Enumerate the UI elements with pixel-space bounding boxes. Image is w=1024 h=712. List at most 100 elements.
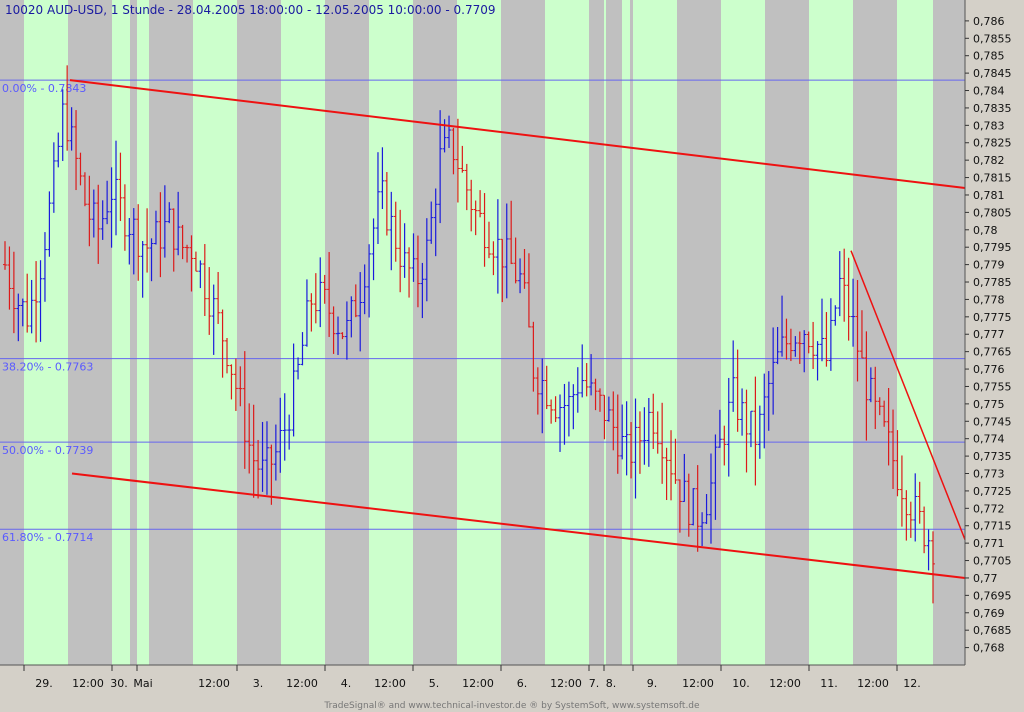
time-axis[interactable]: 29. 12:00 30. Mai 12:00 3. 12:00 4. 12:00 5. 12:00…: [0, 664, 965, 690]
price-bar: [415, 235, 420, 308]
time-tick-label: 30.: [110, 677, 128, 690]
time-tick-label: 8.: [606, 677, 617, 690]
price-bar: [7, 246, 12, 310]
price-tick-label: 0,781: [973, 189, 1005, 202]
price-tick-label: 0,771: [973, 537, 1005, 550]
price-bar: [96, 184, 101, 264]
price-tick-label: 0,775: [973, 398, 1005, 411]
price-bar: [731, 340, 736, 412]
price-bar: [149, 238, 154, 282]
price-bar: [837, 251, 842, 317]
price-bar: [264, 421, 269, 495]
price-tick-label: 0,774: [973, 433, 1005, 446]
price-bar: [402, 223, 407, 278]
session-band: [545, 0, 589, 665]
price-bar: [229, 364, 234, 400]
price-bar: [691, 488, 696, 526]
price-bar: [340, 332, 345, 340]
price-bar: [469, 179, 474, 232]
price-bar: [549, 399, 554, 424]
price-bar: [726, 377, 731, 477]
price-bar: [140, 241, 145, 298]
price-bar: [11, 251, 16, 334]
price-bar: [429, 201, 434, 244]
price-tick-label: 0,778: [973, 293, 1005, 306]
price-bar: [127, 218, 132, 265]
price-bar: [56, 132, 61, 168]
price-bar: [868, 367, 873, 403]
price-bar: [509, 200, 514, 265]
price-bar: [47, 191, 52, 257]
time-tick-label: 7.: [589, 677, 600, 690]
price-bar: [482, 193, 487, 267]
price-bar: [811, 321, 816, 369]
fib-level-label: 38.20% - 0.7763: [2, 361, 93, 374]
price-bar: [882, 400, 887, 427]
price-bar: [438, 110, 443, 224]
price-bar: [522, 249, 527, 289]
price-tick-label: 0,7695: [973, 589, 1012, 602]
price-bar: [575, 367, 580, 413]
price-tick-label: 0,7685: [973, 624, 1012, 637]
fibonacci-lines: 0.00% - 0.7843 38.20% - 0.7763 50.00% - 0.…: [0, 79, 965, 544]
price-bar: [753, 376, 758, 486]
price-tick-label: 0,7835: [973, 102, 1012, 115]
price-tick-label: 0,7845: [973, 67, 1012, 80]
price-bars: [3, 65, 935, 604]
price-bar: [562, 383, 567, 445]
price-bar: [91, 189, 96, 238]
price-bar: [29, 279, 34, 334]
price-bar: [455, 118, 460, 203]
fib-level-label: 50.00% - 0.7739: [2, 444, 93, 457]
time-tick-label: 10.: [732, 677, 750, 690]
price-bar: [606, 396, 611, 422]
price-bar: [535, 367, 540, 415]
price-bar: [433, 188, 438, 257]
price-tick-label: 0,7805: [973, 206, 1012, 219]
price-tick-label: 0,772: [973, 502, 1005, 515]
price-bar: [451, 127, 456, 175]
time-tick-label: Mai: [133, 677, 152, 690]
price-bar: [193, 251, 198, 272]
price-bar: [788, 328, 793, 362]
price-bar: [38, 260, 43, 342]
session-bands: [0, 0, 965, 665]
time-tick-label: 6.: [517, 677, 528, 690]
price-bar: [722, 425, 727, 466]
session-band: [369, 0, 413, 665]
price-tick-label: 0,786: [973, 15, 1005, 28]
chart-title: 10020 AUD-USD, 1 Stunde - 28.04.2005 18:…: [5, 3, 496, 17]
time-tick-label: 11.: [820, 677, 838, 690]
time-tick-label: 5.: [429, 677, 440, 690]
price-bar: [145, 208, 150, 273]
price-bar: [580, 344, 585, 398]
price-tick-label: 0,773: [973, 468, 1005, 481]
title-group: 10020 AUD-USD, 1 Stunde - 28.04.2005 18:…: [5, 3, 496, 17]
price-bar: [158, 192, 163, 278]
price-bar: [65, 65, 70, 151]
price-bar: [309, 293, 314, 332]
price-bar: [926, 529, 931, 571]
price-axis[interactable]: 0,786 0,7855 0,785 0,7845 0,784 0,7835 0,783 0,…: [964, 0, 1012, 665]
price-bar: [313, 273, 318, 324]
price-bar: [846, 257, 851, 341]
price-bar: [629, 422, 634, 479]
price-bar: [336, 316, 341, 355]
price-bar: [780, 295, 785, 357]
price-bar: [891, 409, 896, 489]
time-tick-label: 12:00: [462, 677, 494, 690]
price-bar: [122, 184, 127, 251]
session-band: [137, 0, 149, 665]
short-trend-line: [850, 250, 966, 540]
price-bar: [296, 357, 301, 380]
price-bar: [42, 232, 47, 302]
price-bar: [331, 306, 336, 354]
price-bar: [682, 453, 687, 502]
price-bar: [713, 434, 718, 520]
fib-level-label: 0.00% - 0.7843: [2, 82, 86, 95]
price-bar: [784, 318, 789, 360]
price-bar: [362, 264, 367, 315]
price-bar: [171, 208, 176, 272]
price-bar: [686, 473, 691, 537]
